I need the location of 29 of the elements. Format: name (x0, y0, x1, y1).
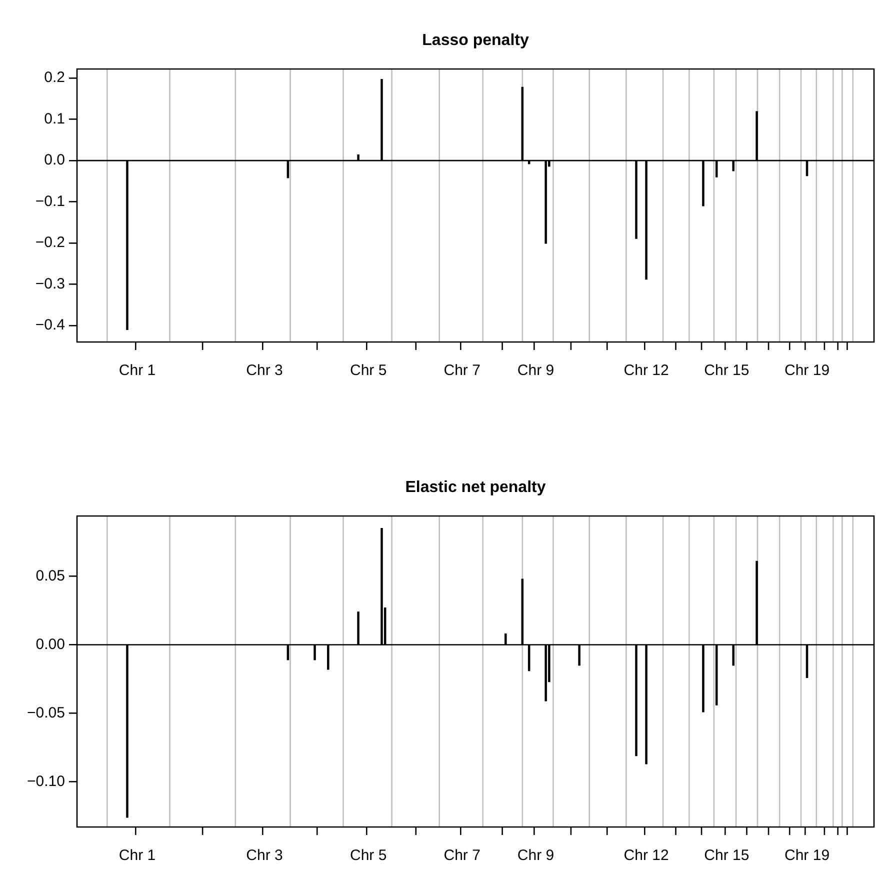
chart-title: Elastic net penalty (405, 479, 546, 496)
chart-title: Lasso penalty (422, 32, 529, 49)
y-tick-label: −0.10 (27, 772, 65, 790)
y-tick-label: −0.3 (35, 275, 65, 292)
y-tick-label: −0.4 (35, 316, 65, 334)
x-tick-label: Chr 1 (118, 847, 156, 864)
x-tick-label: Chr 3 (246, 847, 283, 864)
y-tick-label: 0.05 (36, 567, 65, 584)
y-tick-label: −0.2 (35, 234, 65, 252)
y-tick-label: 0.0 (44, 152, 65, 169)
x-tick-label: Chr 3 (246, 362, 283, 380)
y-tick-label: 0.2 (44, 69, 65, 86)
x-tick-label: Chr 7 (444, 362, 480, 380)
x-tick-label: Chr 1 (118, 362, 156, 380)
x-tick-label: Chr 15 (704, 362, 750, 380)
x-tick-label: Chr 5 (350, 847, 387, 864)
y-tick-label: −0.05 (27, 704, 65, 722)
x-tick-label: Chr 5 (350, 362, 387, 380)
x-tick-label: Chr 15 (704, 847, 750, 864)
x-tick-label: Chr 7 (444, 847, 480, 864)
x-tick-label: Chr 9 (517, 362, 554, 380)
x-tick-label: Chr 19 (784, 362, 830, 380)
y-tick-label: 0.1 (44, 110, 65, 128)
x-tick-label: Chr 12 (624, 847, 669, 864)
x-tick-label: Chr 12 (624, 362, 669, 380)
x-tick-label: Chr 19 (784, 847, 830, 864)
y-tick-label: −0.1 (35, 192, 65, 210)
y-tick-label: 0.00 (36, 636, 65, 653)
x-tick-label: Chr 9 (517, 847, 554, 864)
